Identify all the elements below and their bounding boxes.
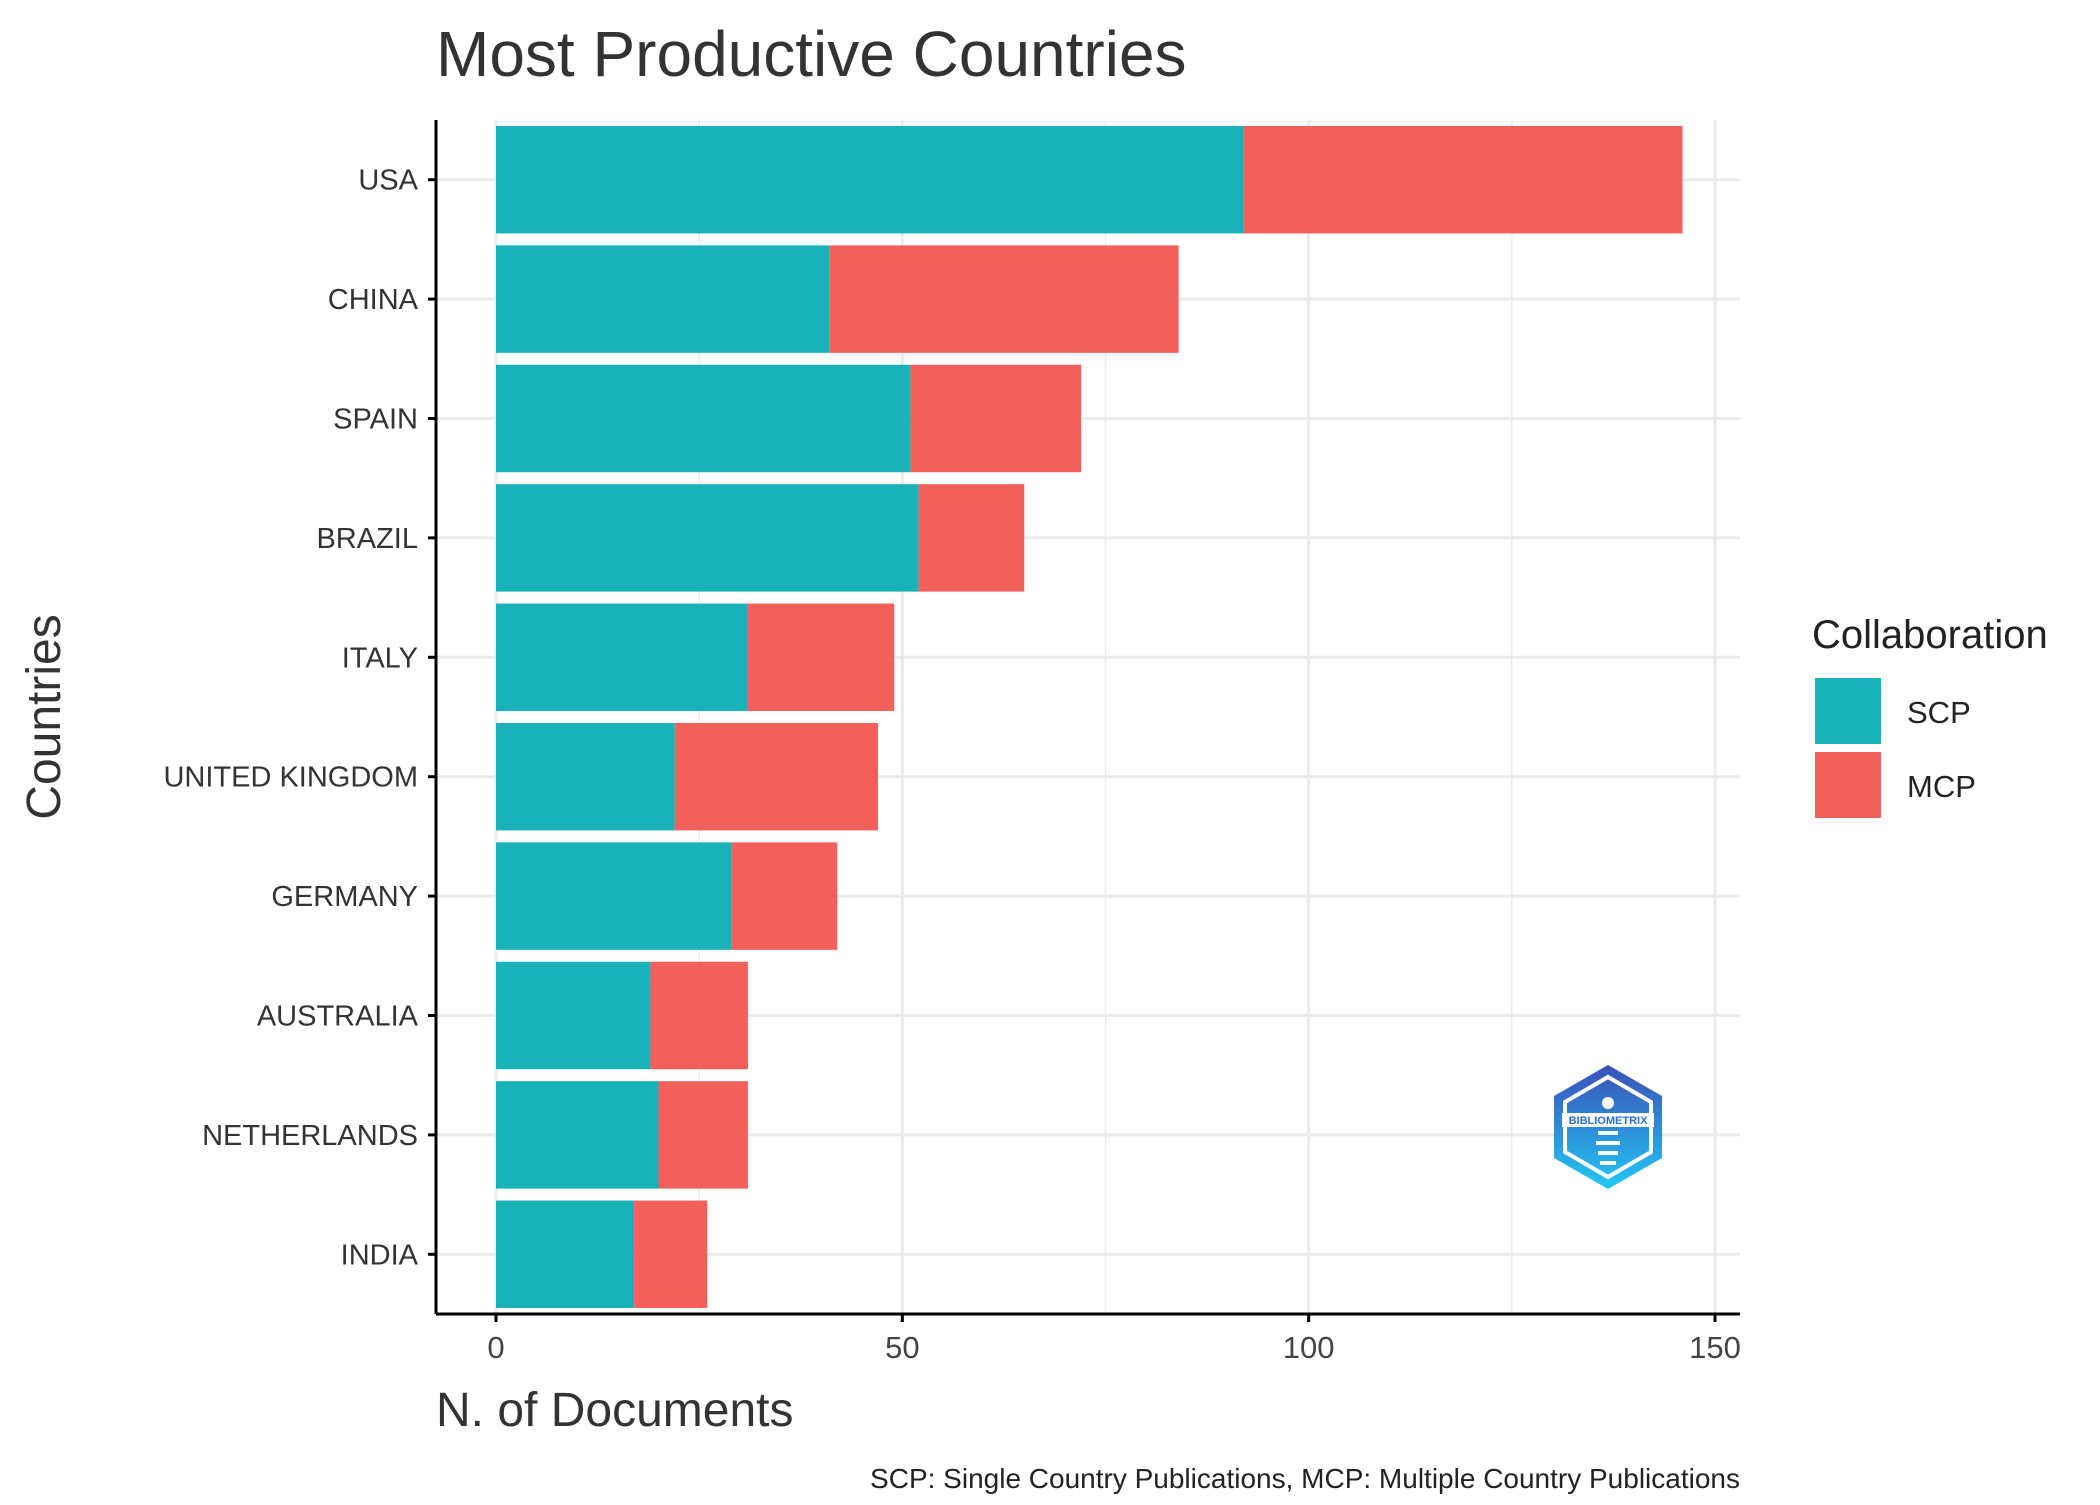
bar-scp-australia xyxy=(496,961,651,1070)
legend-key-scp xyxy=(1813,676,1883,746)
y-tick-label: GERMANY xyxy=(271,881,418,913)
bar-scp-china xyxy=(496,245,830,353)
y-tick-label: BRAZIL xyxy=(316,523,418,555)
x-tick-label: 50 xyxy=(885,1330,919,1365)
bar-mcp-spain xyxy=(910,364,1082,473)
y-tick-label: AUSTRALIA xyxy=(257,1001,419,1033)
bar-mcp-australia xyxy=(650,961,748,1070)
bar-mcp-netherlands xyxy=(658,1081,748,1189)
chart-title: Most Productive Countries xyxy=(436,18,1187,90)
bar-mcp-china xyxy=(829,245,1179,353)
bar-scp-netherlands xyxy=(496,1081,659,1189)
bibliometrix-logo: BIBLIOMETRIX xyxy=(1554,1065,1662,1189)
axes: USA CHINA SPAIN BRAZIL ITALY UNITED KINGDOM GE… xyxy=(163,120,1741,1365)
y-axis-title: Countries xyxy=(18,614,71,819)
bar-mcp-brazil xyxy=(918,484,1025,592)
y-tick-label: CHINA xyxy=(328,284,419,316)
y-tick-label: USA xyxy=(358,165,418,197)
legend-label-mcp: MCP xyxy=(1907,769,1976,804)
y-tick-label: UNITED KINGDOM xyxy=(163,762,418,794)
legend-title: Collaboration xyxy=(1812,613,2048,657)
y-tick-label: NETHERLANDS xyxy=(202,1120,418,1152)
bar-scp-usa xyxy=(496,125,1244,234)
svg-text:BIBLIOMETRIX: BIBLIOMETRIX xyxy=(1569,1115,1648,1127)
bar-scp-italy xyxy=(496,603,748,712)
bar-mcp-india xyxy=(634,1200,708,1309)
bar-mcp-usa xyxy=(1243,125,1683,234)
bar-mcp-germany xyxy=(731,842,838,950)
caption: SCP: Single Country Publications, MCP: M… xyxy=(870,1463,1740,1494)
bars xyxy=(496,125,1683,1309)
legend-label-scp: SCP xyxy=(1907,695,1971,730)
bar-mcp-italy xyxy=(747,603,895,712)
x-tick-label: 0 xyxy=(487,1330,504,1365)
legend-key-mcp xyxy=(1813,750,1883,820)
x-tick-label: 100 xyxy=(1283,1330,1335,1365)
bar-mcp-united-kingdom xyxy=(674,722,878,831)
bar-scp-india xyxy=(496,1200,635,1309)
x-tick-label: 150 xyxy=(1689,1330,1741,1365)
y-tick-label: ITALY xyxy=(342,642,418,674)
bar-scp-germany xyxy=(496,842,732,950)
legend: Collaboration SCP MCP xyxy=(1812,613,2048,820)
bar-scp-brazil xyxy=(496,484,919,592)
x-axis-title: N. of Documents xyxy=(436,1384,793,1437)
bar-scp-spain xyxy=(496,364,911,473)
y-tick-label: SPAIN xyxy=(333,404,418,436)
y-tick-label: INDIA xyxy=(341,1239,419,1271)
bar-scp-united-kingdom xyxy=(496,722,675,831)
